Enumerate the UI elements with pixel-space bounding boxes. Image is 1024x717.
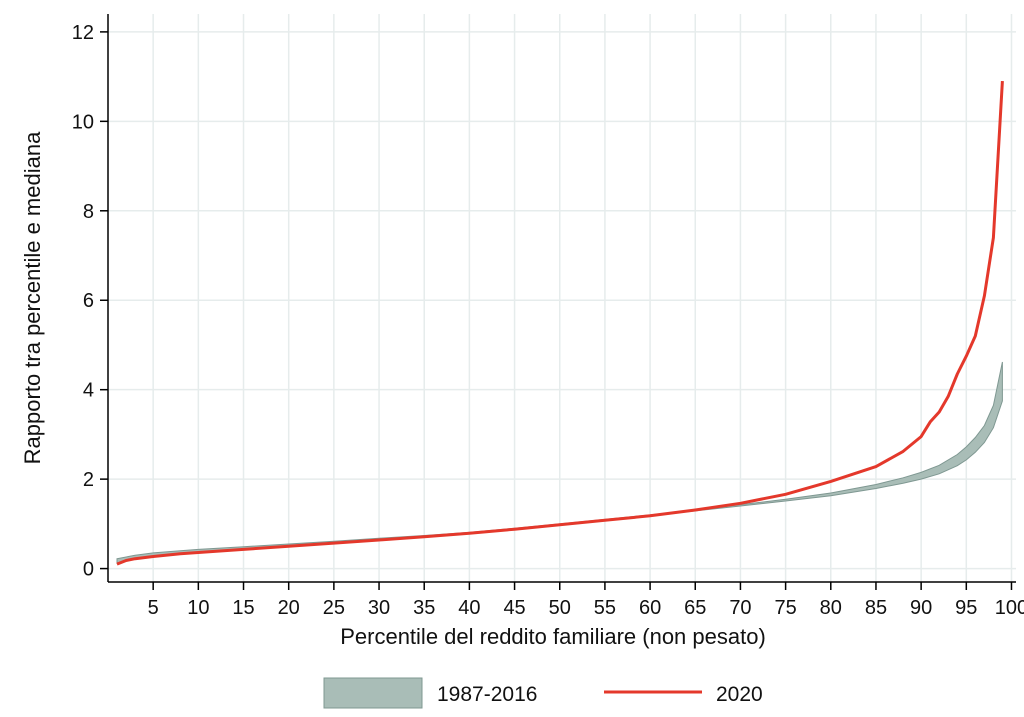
x-tick-label-35: 35 [413, 597, 435, 619]
y-axis-title: Rapporto tra percentile e mediana [20, 131, 45, 464]
x-tick-label-90: 90 [910, 597, 932, 619]
x-tick-label-100: 100 [995, 597, 1024, 619]
x-tick-label-10: 10 [187, 597, 209, 619]
x-axis-title: Percentile del reddito familiare (non pe… [340, 624, 766, 649]
x-tick-label-20: 20 [278, 597, 300, 619]
y-tick-label-12: 12 [72, 22, 94, 44]
y-ticks: 0 2 4 6 8 10 12 [72, 22, 108, 581]
y-tick-label-8: 8 [83, 201, 94, 223]
x-tick-label-15: 15 [232, 597, 254, 619]
legend-swatch-band [323, 677, 423, 709]
x-ticks: 5 10 15 20 25 30 35 40 45 50 55 60 65 70 75 80 85 90 95 100 [148, 582, 1024, 619]
y-tick-label-6: 6 [83, 290, 94, 312]
y-tick-label-4: 4 [83, 380, 94, 402]
x-tick-label-30: 30 [368, 597, 390, 619]
x-tick-label-85: 85 [865, 597, 887, 619]
x-tick-label-25: 25 [323, 597, 345, 619]
x-tick-label-45: 45 [503, 597, 525, 619]
x-tick-label-50: 50 [549, 597, 571, 619]
x-tick-label-95: 95 [955, 597, 977, 619]
x-tick-label-55: 55 [594, 597, 616, 619]
x-tick-label-40: 40 [458, 597, 480, 619]
line-layer [116, 81, 1004, 566]
legend-label-line: 2020 [716, 683, 763, 706]
axes [107, 14, 1016, 583]
x-tick-label-75: 75 [774, 597, 796, 619]
grid [108, 14, 1016, 582]
y-tick-label-2: 2 [83, 469, 94, 491]
legend-label-band: 1987-2016 [437, 683, 537, 706]
x-tick-label-60: 60 [639, 597, 661, 619]
series-line-2020 [116, 81, 1004, 566]
y-tick-label-0: 0 [83, 559, 94, 581]
legend: 1987-2016 2020 [323, 677, 763, 709]
y-tick-label-10: 10 [72, 111, 94, 133]
x-tick-label-80: 80 [820, 597, 842, 619]
x-tick-label-65: 65 [684, 597, 706, 619]
x-tick-label-5: 5 [148, 597, 159, 619]
x-tick-label-70: 70 [729, 597, 751, 619]
